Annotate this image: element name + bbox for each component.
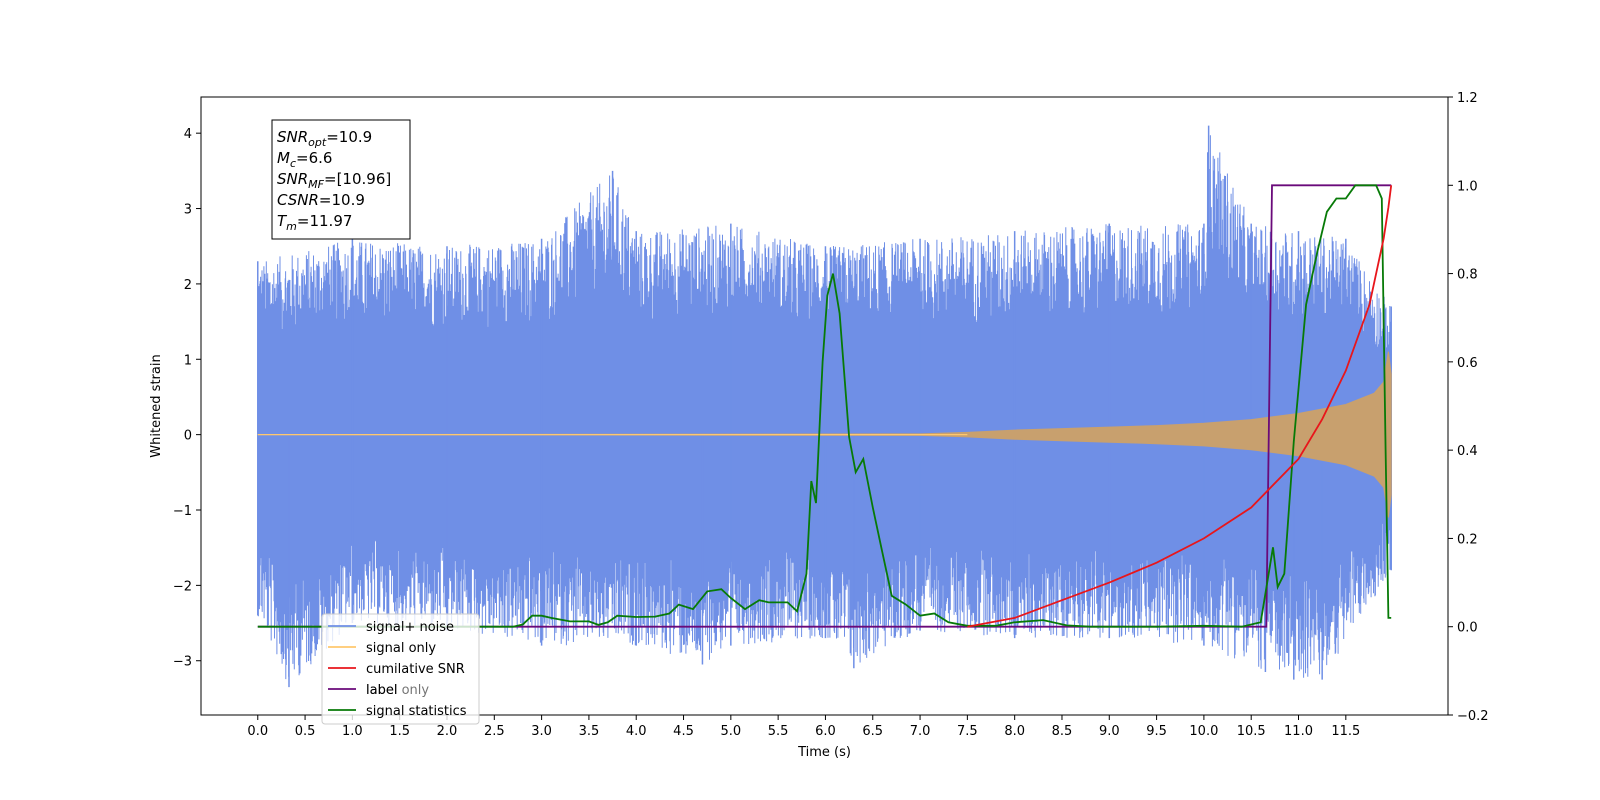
noise-series — [257, 125, 1392, 688]
x-tick-label: 0.0 — [247, 724, 268, 739]
annotation-line: SNRMF=[10.96] — [277, 170, 391, 191]
annotation-value: =6.6 — [296, 149, 332, 167]
legend: signal+ noise signal only cumilative SNR la… — [321, 613, 480, 725]
x-tick-label: 0.5 — [295, 724, 316, 739]
x-tick-label: 4.5 — [673, 724, 694, 739]
x-tick-label: 11.5 — [1331, 724, 1360, 739]
x-tick-label: 2.0 — [437, 724, 458, 739]
x-tick-label: 10.0 — [1189, 724, 1218, 739]
annotation-symbol: CSNR — [277, 191, 319, 209]
y2-tick-label: 1.0 — [1457, 179, 1478, 194]
y-tick-label: 1 — [184, 353, 192, 368]
annotation-value: =11.97 — [297, 212, 353, 230]
y-tick-label: −1 — [173, 504, 192, 519]
annotation-subscript: m — [286, 220, 297, 233]
x-tick-label: 3.0 — [531, 724, 552, 739]
annotation-box: SNRopt=10.9Mc=6.6SNRMF=[10.96]CSNR=10.9T… — [271, 119, 411, 240]
x-tick-label: 1.5 — [389, 724, 410, 739]
legend-label: cumilative SNR — [366, 662, 465, 677]
y2-tick-label: 0.6 — [1457, 356, 1478, 371]
x-tick-label: 11.0 — [1284, 724, 1313, 739]
axes-frame — [200, 96, 1449, 716]
x-tick-label: 3.5 — [579, 724, 600, 739]
x-tick-label: 5.0 — [720, 724, 741, 739]
noise-line — [257, 135, 1392, 680]
legend-label: signal only — [366, 641, 436, 656]
cumulative-snr-line — [967, 185, 1393, 628]
annotation-value: =10.9 — [326, 128, 372, 146]
y-tick-label: 4 — [184, 127, 192, 142]
legend-label: signal+ noise — [366, 620, 454, 635]
annotation-symbol: SNR — [277, 170, 308, 188]
x-tick-label: 2.5 — [484, 724, 505, 739]
x-tick-label: 8.0 — [1004, 724, 1025, 739]
legend-label: signal statistics — [366, 704, 467, 719]
annotation-subscript: MF — [308, 178, 324, 191]
annotation-line: CSNR=10.9 — [277, 191, 365, 209]
y2-tick-label: 0.2 — [1457, 532, 1478, 547]
y2-tick-label: 1.2 — [1457, 91, 1478, 106]
x-tick-label: 10.5 — [1237, 724, 1266, 739]
annotation-symbol: M — [277, 149, 290, 167]
x-tick-label: 1.0 — [342, 724, 363, 739]
x-tick-label: 4.0 — [626, 724, 647, 739]
annotation-subscript: c — [290, 157, 296, 170]
y-tick-label: 3 — [184, 203, 192, 218]
signal-statistics-line — [257, 184, 1392, 628]
y2-tick-label: −0.2 — [1457, 709, 1489, 724]
y-axis-label: Whitened strain — [149, 354, 164, 457]
y-tick-label: 0 — [184, 429, 192, 444]
x-tick-label: 7.0 — [910, 724, 931, 739]
annotation-frame — [271, 119, 411, 240]
statistics-series — [257, 184, 1392, 628]
x-tick-label: 9.5 — [1146, 724, 1167, 739]
x-tick-label: 5.5 — [768, 724, 789, 739]
plot-area — [200, 96, 1449, 716]
x-tick-label: 6.5 — [862, 724, 883, 739]
y2-tick-label: 0.0 — [1457, 621, 1478, 636]
y-tick-label: −2 — [173, 579, 192, 594]
annotation-line: Mc=6.6 — [277, 149, 332, 170]
annotation-symbol: SNR — [277, 128, 308, 146]
y2-tick-label: 0.4 — [1457, 444, 1478, 459]
annotation-line: Tm=11.97 — [277, 212, 352, 233]
noise-band — [257, 125, 1392, 688]
annotation-symbol: T — [277, 212, 288, 230]
label-line — [257, 184, 1392, 628]
x-axis-label: Time (s) — [797, 745, 851, 760]
y-axis-right: −0.2 0.0 0.2 0.4 0.6 0.8 1.0 1.2 — [1448, 91, 1489, 724]
y-tick-label: −3 — [173, 655, 192, 670]
x-axis: 0.0 0.5 1.0 1.5 2.0 2.5 3.0 3.5 4.0 4.5 5.0 5.5 6.0 6… — [247, 715, 1360, 739]
legend-label: label — [366, 683, 397, 698]
y-tick-label: 2 — [184, 278, 192, 293]
annotation-subscript: opt — [308, 136, 327, 149]
label-series — [257, 184, 1392, 628]
x-tick-label: 7.5 — [957, 724, 978, 739]
legend-frame — [321, 613, 480, 725]
x-tick-label: 6.0 — [815, 724, 836, 739]
y2-tick-label: 0.8 — [1457, 268, 1478, 283]
occluded-legend-text: label only — [366, 683, 429, 698]
x-tick-label: 8.5 — [1052, 724, 1073, 739]
y-axis-left: −3 −2 −1 0 1 2 3 4 — [173, 127, 201, 670]
annotation-value: =[10.96] — [324, 170, 391, 188]
x-tick-label: 9.0 — [1099, 724, 1120, 739]
annotation-line: SNRopt=10.9 — [277, 128, 372, 149]
annotation-value: =10.9 — [319, 191, 365, 209]
cumulative-snr-series — [967, 185, 1393, 628]
